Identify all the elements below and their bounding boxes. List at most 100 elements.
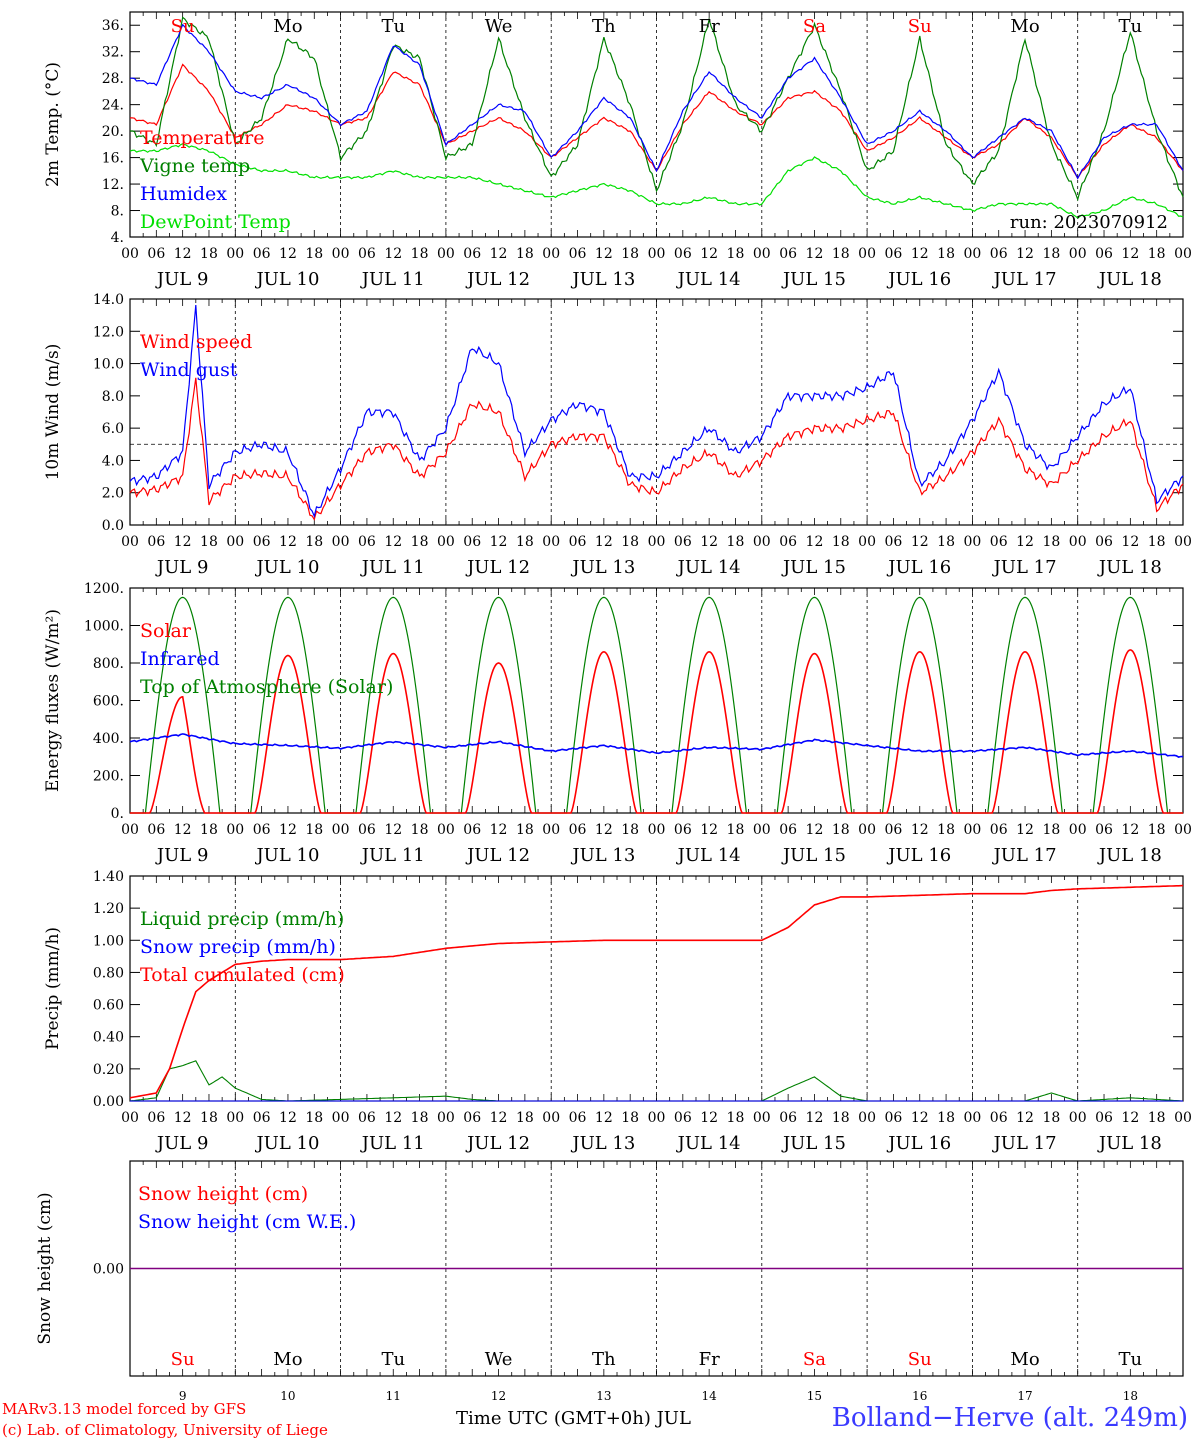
day-number-label: 14 (702, 1389, 718, 1403)
weekday-label: We (485, 1349, 513, 1370)
y-tick-label: 1200. (84, 581, 124, 597)
hour-tick-label: 12 (490, 822, 508, 838)
hour-tick-label: 00 (437, 534, 455, 550)
hour-tick-label: 12 (911, 1110, 929, 1126)
date-label: JUL 12 (465, 269, 530, 290)
hour-tick-label: 12 (595, 534, 613, 550)
hour-tick-label: 06 (147, 534, 165, 550)
date-label: JUL 9 (155, 845, 209, 866)
day-number-label: 15 (807, 1389, 822, 1403)
y-tick-label: 0.00 (93, 1094, 124, 1110)
series-wind-speed (129, 377, 1184, 521)
weekday-label: Su (908, 16, 932, 37)
hour-tick-label: 06 (990, 246, 1008, 262)
hour-tick-label: 12 (700, 1110, 718, 1126)
hour-tick-label: 12 (279, 822, 297, 838)
hour-tick-label: 00 (121, 822, 139, 838)
day-number-label: 16 (912, 1389, 927, 1403)
hour-tick-label: 18 (1042, 534, 1060, 550)
hour-tick-label: 00 (963, 1110, 981, 1126)
hour-tick-label: 18 (937, 246, 955, 262)
hour-tick-label: 12 (384, 246, 402, 262)
date-label: JUL 15 (781, 1133, 846, 1154)
weekday-label: Sa (803, 16, 826, 37)
hour-tick-label: 06 (569, 534, 587, 550)
hour-tick-label: 00 (753, 246, 771, 262)
date-label: JUL 9 (155, 557, 209, 578)
hour-tick-label: 00 (1069, 534, 1087, 550)
hour-tick-label: 12 (174, 1110, 192, 1126)
hour-tick-label: 06 (358, 534, 376, 550)
hour-tick-label: 00 (437, 246, 455, 262)
y-tick-label: 400. (93, 731, 124, 747)
hour-tick-label: 06 (358, 1110, 376, 1126)
y-tick-label: 2.0 (102, 486, 124, 502)
hour-tick-label: 18 (727, 534, 745, 550)
hour-tick-label: 00 (226, 246, 244, 262)
hour-tick-label: 12 (384, 1110, 402, 1126)
hour-tick-label: 06 (990, 822, 1008, 838)
hour-tick-label: 00 (963, 534, 981, 550)
date-label: JUL 13 (570, 269, 635, 290)
hour-tick-label: 12 (279, 534, 297, 550)
y-tick-label: 12.0 (93, 324, 124, 340)
date-label: JUL 10 (254, 269, 319, 290)
date-label: JUL 17 (992, 557, 1057, 578)
hour-tick-label: 12 (1121, 1110, 1139, 1126)
hour-tick-label: 18 (305, 246, 323, 262)
y-tick-label: 0. (111, 806, 124, 822)
day-number-label: 11 (386, 1389, 401, 1403)
hour-tick-label: 18 (200, 1110, 218, 1126)
legend-label: Humidex (140, 183, 227, 205)
date-label: JUL 13 (570, 845, 635, 866)
hour-tick-label: 18 (937, 822, 955, 838)
hour-tick-label: 06 (1095, 822, 1113, 838)
y-tick-label: 0.00 (93, 1262, 124, 1278)
hour-tick-label: 12 (279, 246, 297, 262)
hour-tick-label: 00 (437, 1110, 455, 1126)
day-number-label: 9 (179, 1389, 187, 1403)
hour-tick-label: 00 (1174, 1110, 1192, 1126)
y-tick-label: 0.0 (102, 518, 124, 534)
legend-label: Snow height (cm) (138, 1183, 308, 1205)
hour-tick-label: 00 (963, 246, 981, 262)
hour-tick-label: 12 (490, 246, 508, 262)
hour-tick-label: 00 (1174, 822, 1192, 838)
energy-panel: 00 06 12 18 00 06 12 18 00 06 12 18 00 06 12 18 00 06 12 18… (43, 581, 1192, 866)
legend-label: Snow height (cm W.E.) (138, 1211, 356, 1233)
hour-tick-label: 12 (384, 534, 402, 550)
y-tick-label: 36. (102, 18, 124, 34)
hour-tick-label: 12 (700, 246, 718, 262)
hour-tick-label: 00 (963, 822, 981, 838)
hour-tick-label: 06 (463, 822, 481, 838)
day-number-label: 18 (1123, 1389, 1138, 1403)
weekday-label: Su (908, 1349, 932, 1370)
hour-tick-label: 06 (885, 1110, 903, 1126)
y-tick-label: 1.20 (93, 901, 124, 917)
hour-tick-label: 06 (253, 534, 271, 550)
weekday-label: Fr (699, 1349, 720, 1370)
wind-panel: 00 06 12 18 00 06 12 18 00 06 12 18 00 06 12 18 00 06 12 18… (43, 292, 1192, 578)
hour-tick-label: 00 (226, 534, 244, 550)
hour-tick-label: 06 (463, 534, 481, 550)
legend-label: Top of Atmosphere (Solar) (140, 676, 393, 698)
wind-ylabel: 10m Wind (m/s) (43, 344, 63, 481)
hour-tick-label: 12 (174, 822, 192, 838)
hour-tick-label: 06 (147, 246, 165, 262)
y-tick-label: 8.0 (102, 389, 124, 405)
hour-tick-label: 06 (674, 534, 692, 550)
hour-tick-label: 12 (700, 534, 718, 550)
hour-tick-label: 06 (253, 1110, 271, 1126)
date-label: JUL 10 (254, 1133, 319, 1154)
hour-tick-label: 00 (1174, 534, 1192, 550)
weekday-label: Tu (381, 1349, 405, 1370)
date-label: JUL 10 (254, 557, 319, 578)
hour-tick-label: 06 (358, 822, 376, 838)
series-dewpoint-temp (129, 143, 1184, 219)
y-tick-label: 1.00 (93, 933, 124, 949)
weekday-label: We (485, 16, 513, 37)
hour-tick-label: 00 (753, 822, 771, 838)
hour-tick-label: 00 (1069, 246, 1087, 262)
hour-tick-label: 00 (858, 534, 876, 550)
hour-tick-label: 06 (779, 1110, 797, 1126)
